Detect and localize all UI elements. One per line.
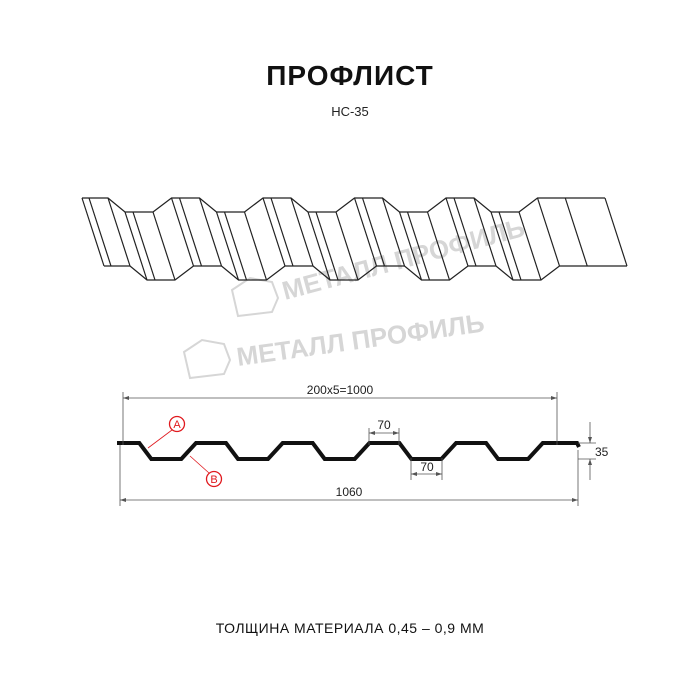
- dim-height: 35: [595, 445, 609, 459]
- dim-top-flat: 70: [377, 418, 391, 432]
- sheet-fold-line: [353, 197, 378, 267]
- sheet-fold-line: [426, 211, 451, 281]
- sheet-rib-line: [361, 197, 386, 267]
- sheet-fold-line: [398, 211, 423, 281]
- watermark-logo-bottom: МЕТАЛЛ ПРОФИЛЬ: [182, 307, 487, 380]
- page-title: ПРОФЛИСТ: [266, 60, 434, 91]
- sheet-fold-line: [604, 197, 628, 267]
- callout-a: A: [147, 415, 186, 449]
- sheet-fold-line: [262, 197, 286, 267]
- sheet-top-edge: [82, 197, 605, 213]
- sheet-rib-line: [564, 197, 588, 267]
- sheet-fold-line: [170, 197, 195, 267]
- sheet-rib-line: [223, 211, 248, 281]
- dimension-arrows: [120, 396, 592, 502]
- sheet-rib-line: [132, 211, 156, 281]
- sheet-rib-line: [453, 197, 477, 267]
- svg-text:A: A: [173, 419, 181, 431]
- sheet-rib-line: [315, 211, 339, 281]
- svg-text:B: B: [210, 474, 217, 486]
- sheet-fold-line: [243, 211, 268, 281]
- sheet-fold-line: [81, 197, 105, 267]
- sheet-fold-line: [473, 197, 497, 267]
- sheet-fold-line: [152, 211, 176, 281]
- section-profile: [117, 441, 581, 461]
- sheet-bottom-edge: [104, 265, 627, 281]
- dim-pitch-total: 200x5=1000: [307, 383, 374, 397]
- sheet-fold-line: [198, 197, 223, 267]
- dim-overall-width: 1060: [336, 485, 363, 499]
- callout-b: B: [189, 455, 223, 488]
- sheet-fold-line: [290, 197, 314, 267]
- sheet-fold-line: [307, 211, 331, 281]
- sheet-rib-line: [270, 197, 294, 267]
- sheet-fold-line: [124, 211, 148, 281]
- sheet-rib-line: [88, 197, 112, 267]
- svg-text:МЕТАЛЛ ПРОФИЛЬ: МЕТАЛЛ ПРОФИЛЬ: [235, 307, 487, 371]
- sheet-fold-line: [107, 197, 131, 267]
- sheet-rib-line: [406, 211, 431, 281]
- svg-text:МЕТАЛЛ ПРОФИЛЬ: МЕТАЛЛ ПРОФИЛЬ: [279, 212, 528, 306]
- sheet-fold-line: [490, 211, 514, 281]
- sheet-fold-line: [381, 197, 406, 267]
- sheet-rib-line: [498, 211, 522, 281]
- sheet-fold-line: [518, 211, 542, 281]
- sheet-rib-line: [178, 197, 203, 267]
- sheet-3d-view: [81, 197, 628, 281]
- profile-model: НС-35: [331, 104, 369, 119]
- dim-bottom-flat: 70: [420, 460, 434, 474]
- sheet-fold-line: [335, 211, 359, 281]
- sheet-fold-line: [445, 197, 469, 267]
- sheet-fold-line: [536, 197, 561, 267]
- sheet-fold-line: [215, 211, 240, 281]
- material-thickness: ТОЛЩИНА МАТЕРИАЛА 0,45 – 0,9 ММ: [215, 620, 485, 636]
